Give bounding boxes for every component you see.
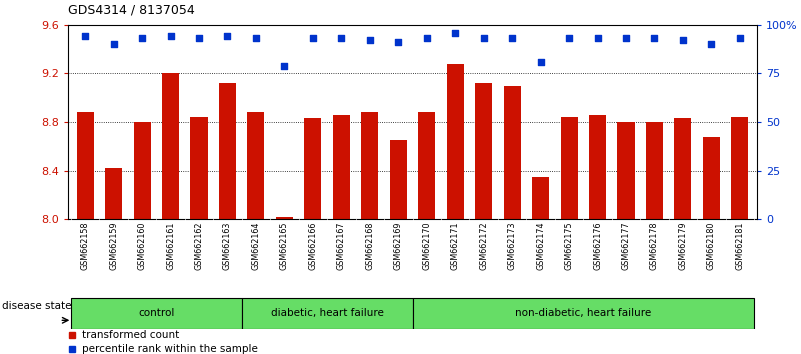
Point	[335, 35, 348, 41]
Point	[221, 34, 234, 39]
Point	[620, 35, 633, 41]
Bar	[248, 112, 264, 219]
Text: GSM662163: GSM662163	[223, 222, 232, 270]
Bar	[413, 298, 754, 329]
Text: GSM662162: GSM662162	[195, 222, 203, 270]
Point	[192, 35, 205, 41]
Bar	[390, 141, 407, 219]
Point	[705, 41, 718, 47]
Text: GSM662161: GSM662161	[166, 222, 175, 270]
Text: percentile rank within the sample: percentile rank within the sample	[82, 344, 258, 354]
Point	[278, 63, 291, 68]
Text: GDS4314 / 8137054: GDS4314 / 8137054	[68, 4, 195, 17]
Bar	[561, 117, 578, 219]
Point	[392, 40, 405, 45]
Text: GSM662180: GSM662180	[707, 222, 716, 270]
Point	[250, 35, 263, 41]
Point	[562, 35, 575, 41]
Bar	[276, 217, 293, 219]
Text: GSM662178: GSM662178	[650, 222, 659, 270]
Text: GSM662169: GSM662169	[394, 222, 403, 270]
Text: GSM662179: GSM662179	[678, 222, 687, 270]
Bar	[162, 74, 179, 219]
Point	[477, 35, 490, 41]
Point	[307, 35, 320, 41]
Text: GSM662160: GSM662160	[138, 222, 147, 270]
Text: GSM662173: GSM662173	[508, 222, 517, 270]
Text: non-diabetic, heart failure: non-diabetic, heart failure	[515, 308, 651, 318]
Text: GSM662158: GSM662158	[81, 222, 90, 270]
Text: transformed count: transformed count	[82, 330, 179, 341]
Point	[648, 35, 661, 41]
Point	[135, 35, 148, 41]
Bar	[475, 83, 493, 219]
Text: GSM662170: GSM662170	[422, 222, 431, 270]
Text: GSM662172: GSM662172	[479, 222, 488, 270]
Bar	[304, 119, 321, 219]
Bar	[532, 177, 549, 219]
Bar	[646, 122, 663, 219]
Point	[449, 30, 461, 35]
Point	[591, 35, 604, 41]
Bar	[618, 122, 634, 219]
Bar	[134, 122, 151, 219]
Point	[677, 38, 690, 43]
Text: GSM662176: GSM662176	[593, 222, 602, 270]
Bar	[219, 83, 236, 219]
Point	[421, 35, 433, 41]
Text: GSM662177: GSM662177	[622, 222, 630, 270]
Text: GSM662166: GSM662166	[308, 222, 317, 270]
Bar	[731, 117, 748, 219]
Bar	[332, 115, 350, 219]
Point	[78, 34, 91, 39]
Text: GSM662159: GSM662159	[109, 222, 118, 270]
Bar	[418, 112, 435, 219]
Bar	[191, 117, 207, 219]
Point	[734, 35, 747, 41]
Point	[164, 34, 177, 39]
Point	[364, 38, 376, 43]
Bar	[589, 115, 606, 219]
Point	[107, 41, 120, 47]
Bar	[105, 169, 123, 219]
Bar	[71, 298, 242, 329]
Text: disease state: disease state	[2, 301, 71, 311]
Text: GSM662165: GSM662165	[280, 222, 289, 270]
Text: GSM662168: GSM662168	[365, 222, 374, 270]
Bar	[77, 112, 94, 219]
Text: control: control	[138, 308, 175, 318]
Text: diabetic, heart failure: diabetic, heart failure	[271, 308, 384, 318]
Text: GSM662167: GSM662167	[337, 222, 346, 270]
Text: GSM662171: GSM662171	[451, 222, 460, 270]
Bar	[504, 86, 521, 219]
Bar	[702, 137, 720, 219]
Bar	[361, 112, 378, 219]
Point	[505, 35, 518, 41]
Text: GSM662181: GSM662181	[735, 222, 744, 270]
Bar	[674, 119, 691, 219]
Bar	[242, 298, 413, 329]
Bar	[447, 64, 464, 219]
Point	[534, 59, 547, 64]
Text: GSM662175: GSM662175	[565, 222, 574, 270]
Text: GSM662174: GSM662174	[536, 222, 545, 270]
Text: GSM662164: GSM662164	[252, 222, 260, 270]
